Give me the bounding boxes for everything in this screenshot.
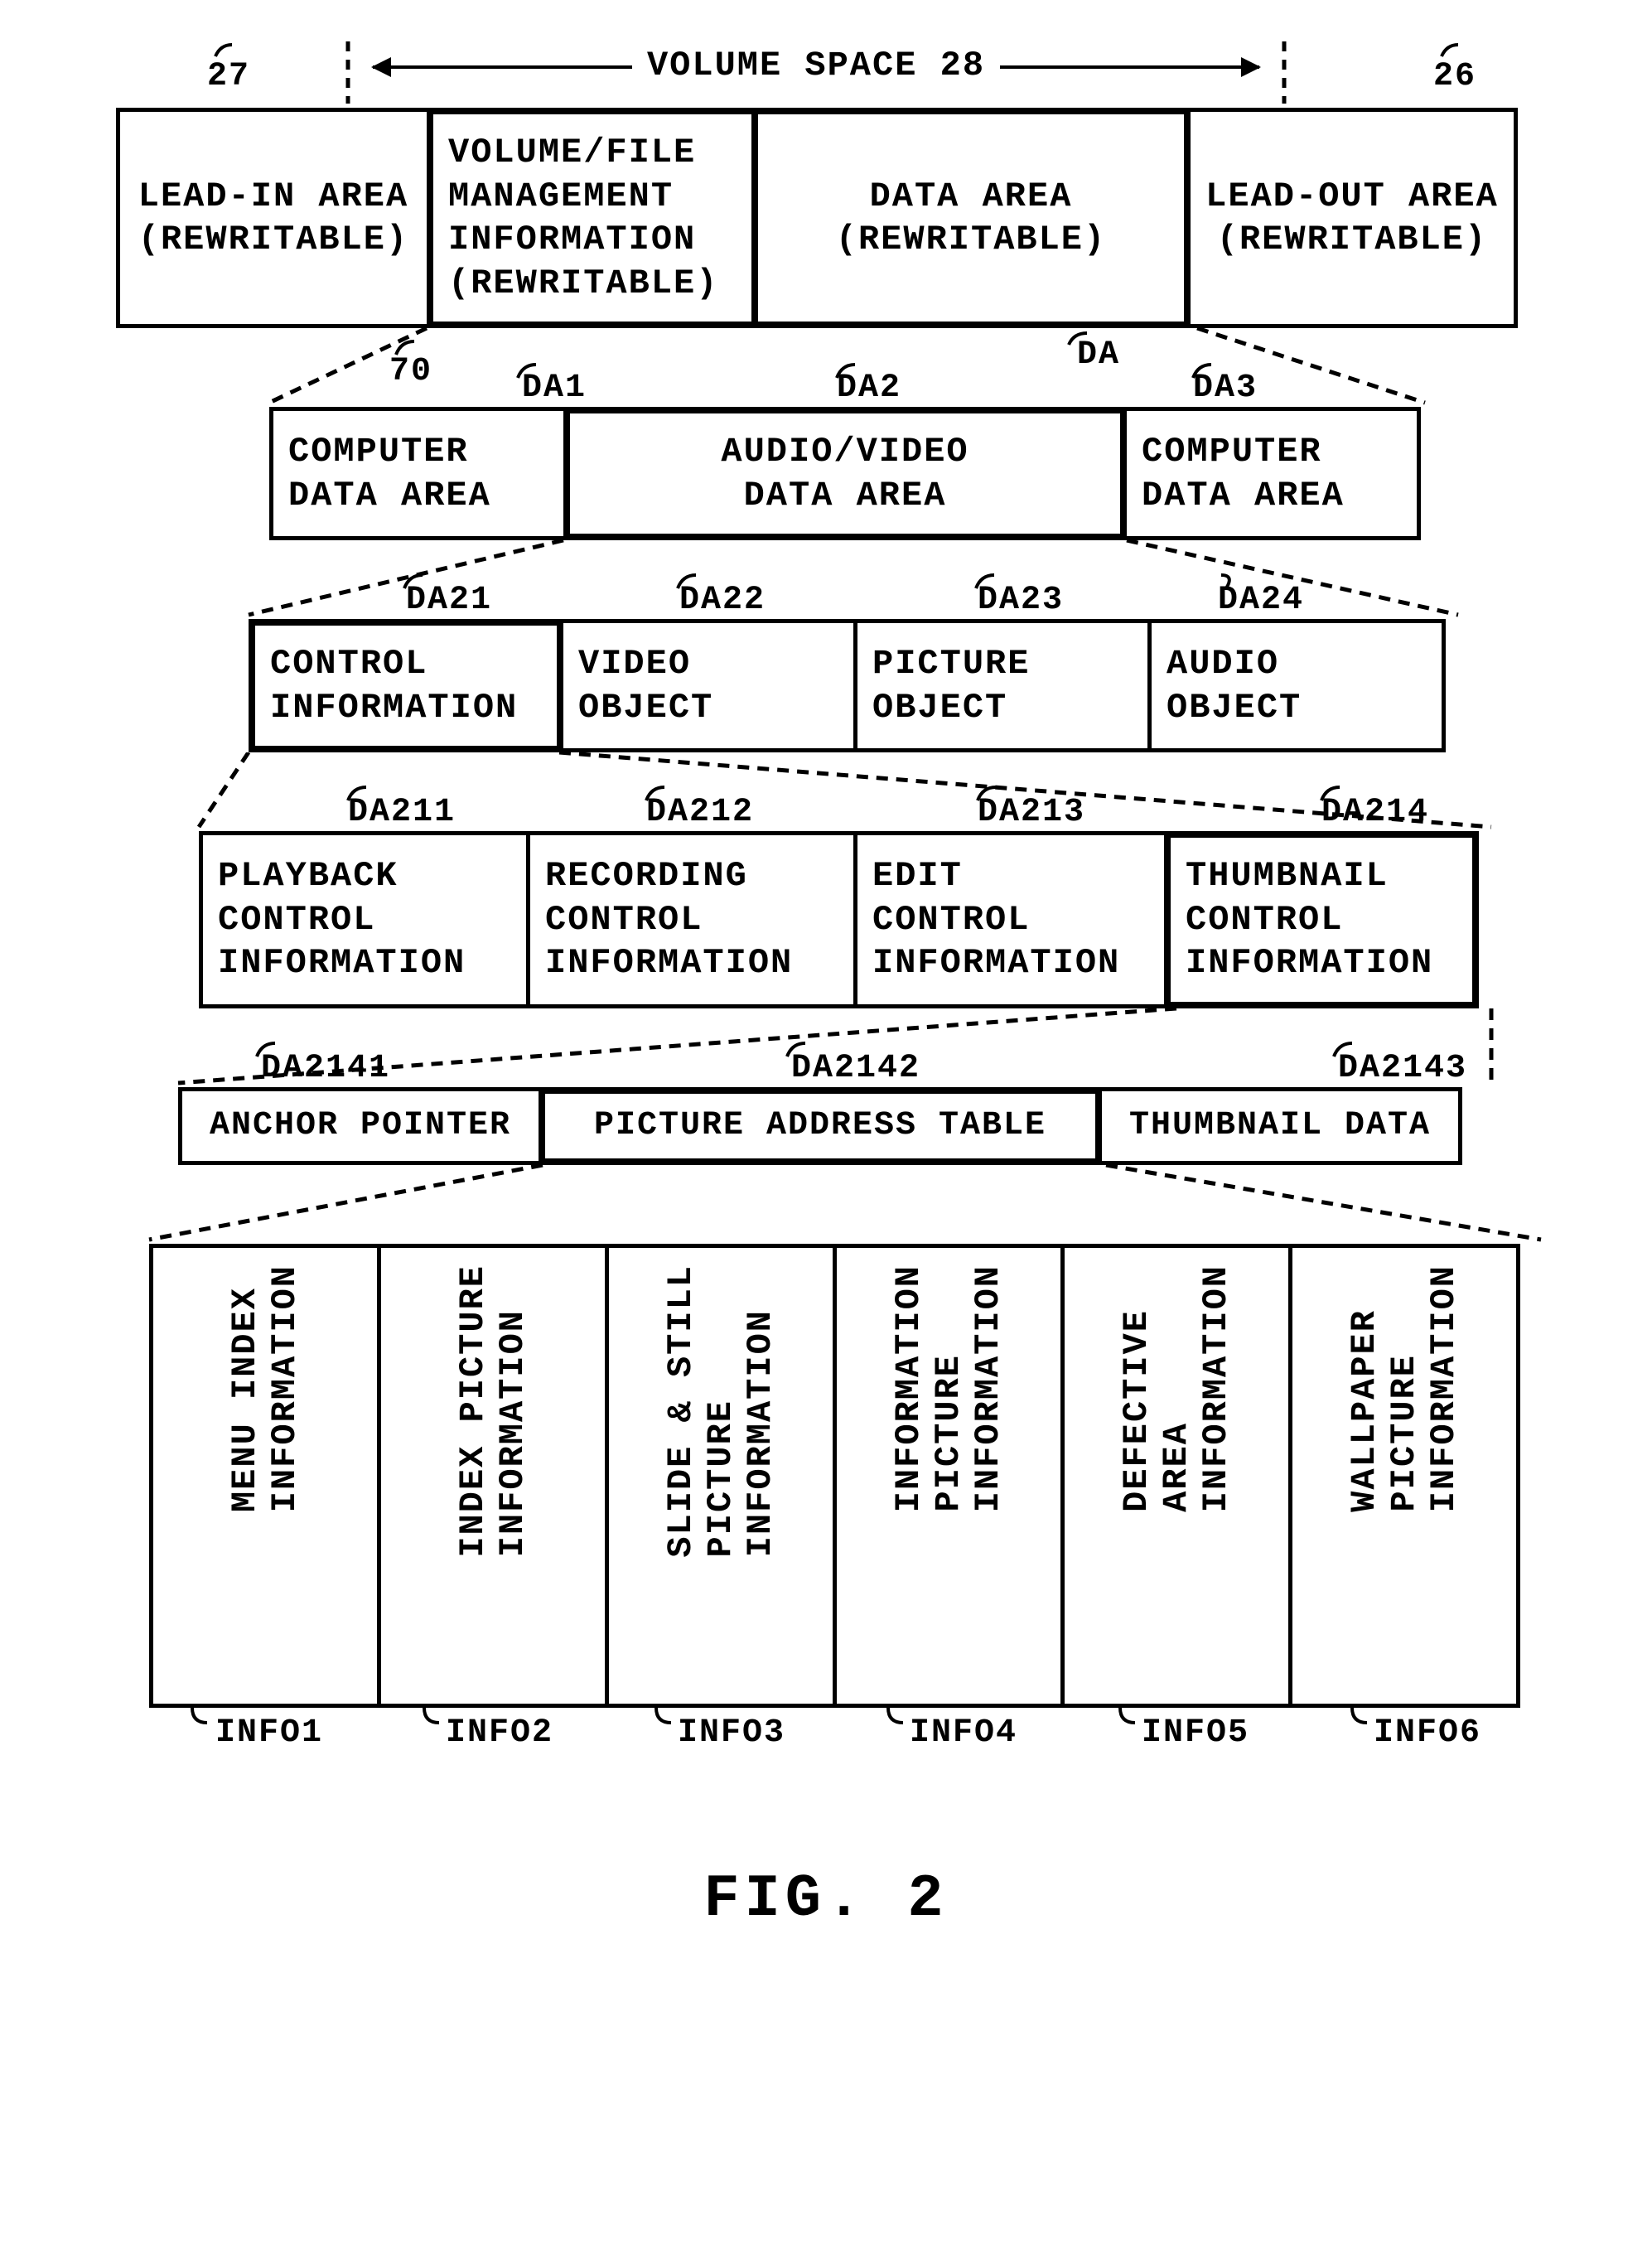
connector-1: 70 DA1 DA2 DA DA3 bbox=[33, 328, 1619, 407]
anchor-pointer: ANCHOR POINTER bbox=[178, 1087, 543, 1165]
row-3: CONTROL INFORMATION VIDEO OBJECT PICTURE… bbox=[249, 619, 1458, 752]
connector-2: DA21 DA22 DA23 DA24 bbox=[33, 540, 1619, 619]
connector-3: DA211 DA212 DA213 DA214 bbox=[33, 752, 1619, 831]
figure-label: FIG. 2 bbox=[33, 1865, 1619, 1933]
label-info6: INFO6 bbox=[1374, 1714, 1481, 1752]
label-da1: DA1 bbox=[522, 370, 587, 407]
picture-address-table: PICTURE ADDRESS TABLE bbox=[539, 1087, 1102, 1165]
playback-control-info: PLAYBACK CONTROL INFORMATION bbox=[199, 831, 530, 1008]
row-6: MENU INDEX INFORMATION INDEX PICTURE INF… bbox=[149, 1244, 1541, 1708]
picture-object: PICTURE OBJECT bbox=[853, 619, 1152, 752]
label-info3: INFO3 bbox=[678, 1714, 785, 1752]
label-da2: DA2 bbox=[837, 370, 901, 407]
lead-out-area: LEAD-OUT AREA (REWRITABLE) bbox=[1186, 108, 1518, 328]
row-2: COMPUTER DATA AREA AUDIO/VIDEO DATA AREA… bbox=[269, 407, 1429, 540]
row-5: ANCHOR POINTER PICTURE ADDRESS TABLE THU… bbox=[178, 1087, 1471, 1165]
label-da2143: DA2143 bbox=[1338, 1050, 1467, 1087]
label-26: 26 bbox=[1433, 58, 1476, 95]
computer-data-area-2: COMPUTER DATA AREA bbox=[1123, 407, 1421, 540]
audio-object: AUDIO OBJECT bbox=[1147, 619, 1446, 752]
defective-area-info: DEFECTIVE AREA INFORMATION bbox=[1060, 1244, 1292, 1708]
label-da21: DA21 bbox=[406, 582, 492, 619]
row6-labels: INFO1 INFO2 INFO3 INFO4 INFO5 INFO6 bbox=[33, 1708, 1619, 1766]
label-info1: INFO1 bbox=[215, 1714, 323, 1752]
control-information: CONTROL INFORMATION bbox=[249, 619, 563, 752]
menu-index-info: MENU INDEX INFORMATION bbox=[149, 1244, 381, 1708]
connector-4: DA2141 DA2142 DA2143 bbox=[33, 1008, 1619, 1087]
recording-control-info: RECORDING CONTROL INFORMATION bbox=[526, 831, 857, 1008]
label-da23: DA23 bbox=[978, 582, 1064, 619]
data-area-cell: DATA AREA (REWRITABLE) bbox=[751, 108, 1191, 328]
arrow-left bbox=[373, 65, 632, 69]
label-info5: INFO5 bbox=[1142, 1714, 1249, 1752]
information-picture-info: INFORMATION PICTURE INFORMATION bbox=[833, 1244, 1065, 1708]
connector-5 bbox=[33, 1165, 1619, 1244]
label-da: DA bbox=[1077, 336, 1120, 374]
row-1: LEAD-IN AREA (REWRITABLE) VOLUME/FILE MA… bbox=[116, 108, 1533, 328]
wallpaper-picture-info: WALLPAPER PICTURE INFORMATION bbox=[1288, 1244, 1520, 1708]
label-info2: INFO2 bbox=[446, 1714, 553, 1752]
label-da214: DA214 bbox=[1321, 794, 1429, 831]
label-da211: DA211 bbox=[348, 794, 456, 831]
volume-file-mgmt: VOLUME/FILE MANAGEMENT INFORMATION (REWR… bbox=[427, 108, 758, 328]
computer-data-area-1: COMPUTER DATA AREA bbox=[269, 407, 568, 540]
label-27: 27 bbox=[207, 58, 250, 95]
lead-in-area: LEAD-IN AREA (REWRITABLE) bbox=[116, 108, 431, 328]
edit-control-info: EDIT CONTROL INFORMATION bbox=[853, 831, 1168, 1008]
label-da24: DA24 bbox=[1218, 582, 1304, 619]
label-da3: DA3 bbox=[1193, 370, 1258, 407]
volume-space-label: VOLUME SPACE 28 bbox=[640, 46, 992, 85]
label-info4: INFO4 bbox=[910, 1714, 1017, 1752]
label-da2141: DA2141 bbox=[261, 1050, 390, 1087]
label-da22: DA22 bbox=[679, 582, 766, 619]
top-label-row: 27 VOLUME SPACE 28 26 bbox=[33, 33, 1619, 108]
diagram-container: 27 VOLUME SPACE 28 26 LEAD-IN AREA (REWR… bbox=[33, 33, 1619, 1933]
arrow-right bbox=[1000, 65, 1259, 69]
label-da213: DA213 bbox=[978, 794, 1085, 831]
label-da212: DA212 bbox=[646, 794, 754, 831]
video-object: VIDEO OBJECT bbox=[559, 619, 857, 752]
thumbnail-control-info: THUMBNAIL CONTROL INFORMATION bbox=[1164, 831, 1479, 1008]
label-da2142: DA2142 bbox=[791, 1050, 920, 1087]
audio-video-data-area: AUDIO/VIDEO DATA AREA bbox=[563, 407, 1127, 540]
row-4: PLAYBACK CONTROL INFORMATION RECORDING C… bbox=[199, 831, 1491, 1008]
label-70: 70 bbox=[389, 353, 432, 390]
slide-still-picture-info: SLIDE & STILL PICTURE INFORMATION bbox=[605, 1244, 837, 1708]
thumbnail-data: THUMBNAIL DATA bbox=[1098, 1087, 1462, 1165]
index-picture-info: INDEX PICTURE INFORMATION bbox=[377, 1244, 609, 1708]
